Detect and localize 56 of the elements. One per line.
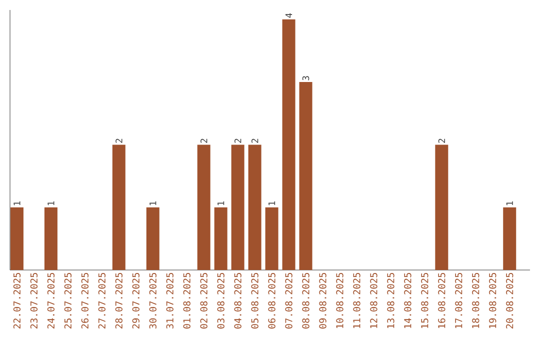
x-tick-label: 30.07.2025 [149,272,156,329]
x-tick-label: 19.08.2025 [489,272,496,328]
x-tick-label: 03.08.2025 [217,272,224,329]
data-label: 2 [438,138,445,143]
x-tick-label: 11.08.2025 [353,272,360,328]
x-tick-label: 09.08.2025 [319,272,326,329]
x-tick-label: 01.08.2025 [183,272,190,329]
data-label: 1 [268,201,276,206]
x-tick-label: 04.08.2025 [234,272,242,329]
x-tick-label: 17.08.2025 [455,272,462,328]
data-label: 1 [48,201,54,206]
bar [299,82,312,270]
x-tick-label: 22.07.2025 [13,272,21,328]
x-tick-label: 08.08.2025 [302,272,310,329]
x-tick-label: 13.08.2025 [387,272,394,328]
data-label: 2 [200,138,208,143]
data-label: 3 [302,76,310,80]
x-tick-label: 14.08.2025 [404,272,412,328]
bar [10,207,24,270]
bar [214,207,228,270]
x-tick-label: 28.07.2025 [115,272,122,328]
data-label: 1 [150,201,156,206]
data-label: 1 [506,201,513,206]
x-tick-label: 12.08.2025 [370,272,378,328]
bar [265,207,278,270]
bar [197,144,210,270]
x-tick-label: 31.07.2025 [166,272,174,329]
x-tick-label: 10.08.2025 [336,272,344,328]
data-label: 2 [234,138,242,143]
bar [435,144,448,270]
data-label: 1 [218,201,224,206]
x-tick-label: 20.08.2025 [506,272,514,328]
x-tick-label: 27.07.2025 [98,272,106,328]
bar [282,19,296,270]
x-tick-label: 29.07.2025 [132,272,140,328]
bar [44,207,58,270]
x-tick-label: 26.07.2025 [81,272,89,328]
bar [112,144,126,270]
data-label: 1 [14,201,20,206]
bar [503,207,516,270]
x-tick-label: 24.07.2025 [47,272,55,328]
bar [146,207,160,270]
bar [231,144,244,270]
x-tick-label: 25.07.2025 [64,272,72,328]
x-tick-label: 02.08.2025 [200,272,208,329]
x-tick-label: 18.08.2025 [472,272,480,328]
data-label: 4 [286,13,292,18]
x-tick-label: 05.08.2025 [251,272,258,329]
x-tick-label: 16.08.2025 [438,272,446,328]
x-tick-label: 23.07.2025 [30,272,38,328]
x-tick-label: 07.08.2025 [285,272,292,329]
data-label: 2 [116,138,122,143]
x-tick-label: 15.08.2025 [421,272,428,328]
data-label: 2 [251,138,258,143]
x-tick-label: 06.08.2025 [268,272,276,329]
bar [248,144,262,270]
